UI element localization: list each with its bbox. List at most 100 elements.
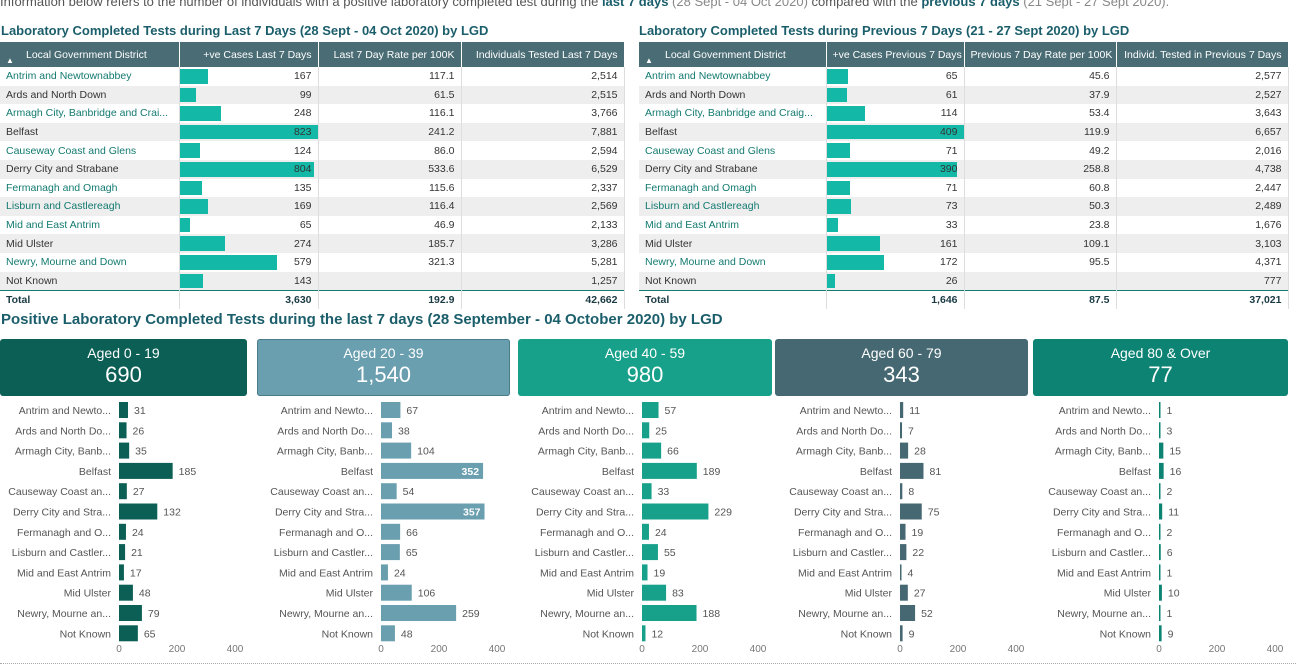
bar[interactable] xyxy=(1159,584,1162,601)
column-header-district[interactable]: ▲ Local Government District xyxy=(639,42,827,67)
bar[interactable] xyxy=(1159,402,1161,418)
age-card[interactable]: Aged 20 - 39 1,540 xyxy=(257,339,510,396)
bar[interactable] xyxy=(119,544,126,561)
positive-cases-value: 65 xyxy=(299,219,312,232)
bar[interactable] xyxy=(1159,503,1163,520)
table-row[interactable]: Newry, Mourne and Down 579 321.3 5,281 xyxy=(0,252,625,272)
table-row[interactable]: Not Known 143 1,257 xyxy=(0,271,625,291)
bar[interactable] xyxy=(119,584,133,601)
bar[interactable] xyxy=(381,544,400,561)
column-header-3[interactable]: Individ. Tested in Previous 7 Days xyxy=(1116,42,1289,67)
table-row[interactable]: Causeway Coast and Glens 124 86.0 2,594 xyxy=(0,141,625,160)
bar[interactable] xyxy=(642,625,646,642)
bar[interactable] xyxy=(119,564,124,581)
bar[interactable] xyxy=(381,422,393,439)
bar[interactable] xyxy=(642,544,658,561)
bar[interactable] xyxy=(900,564,902,581)
column-header-3[interactable]: Individuals Tested Last 7 Days xyxy=(461,42,625,67)
bar[interactable] xyxy=(1159,483,1161,500)
bar[interactable] xyxy=(381,402,401,418)
bar[interactable] xyxy=(119,462,173,479)
table-row[interactable]: Fermanagh and Omagh 71 60.8 2,447 xyxy=(639,178,1289,198)
bar[interactable] xyxy=(1159,605,1161,621)
bar[interactable] xyxy=(642,442,662,459)
bar[interactable] xyxy=(900,584,908,601)
bar[interactable] xyxy=(119,442,130,459)
bar[interactable] xyxy=(642,422,650,439)
bar[interactable] xyxy=(381,442,412,459)
age-card[interactable]: Aged 80 & Over 77 xyxy=(1033,339,1288,396)
column-header-2[interactable]: Last 7 Day Rate per 100K xyxy=(318,42,462,67)
age-card[interactable]: Aged 0 - 19 690 xyxy=(0,339,247,396)
table-row[interactable]: Belfast 823 241.2 7,881 xyxy=(0,122,625,142)
bar[interactable] xyxy=(900,625,903,642)
bar[interactable] xyxy=(642,523,649,540)
bar[interactable] xyxy=(900,483,903,500)
table-row[interactable]: Not Known 26 777 xyxy=(639,271,1289,291)
table-row[interactable]: Armagh City, Banbridge and Crai... 248 116… xyxy=(0,104,625,123)
bar[interactable] xyxy=(1159,564,1161,581)
bar[interactable] xyxy=(119,422,127,439)
bar[interactable] xyxy=(381,462,484,479)
bar[interactable] xyxy=(119,523,126,540)
column-header-2[interactable]: Previous 7 Day Rate per 100K xyxy=(964,42,1117,67)
bar[interactable] xyxy=(900,422,903,439)
bar[interactable] xyxy=(900,544,907,561)
bar[interactable] xyxy=(900,442,909,459)
table-row[interactable]: Ards and North Down 99 61.5 2,515 xyxy=(0,85,625,105)
table-row[interactable]: Antrim and Newtownabbey 167 117.1 2,514 xyxy=(0,67,625,86)
bar[interactable] xyxy=(900,605,916,621)
table-row[interactable]: Lisburn and Castlereagh 73 50.3 2,489 xyxy=(639,197,1289,216)
bar[interactable] xyxy=(1159,544,1161,561)
bar[interactable] xyxy=(900,503,922,520)
age-card[interactable]: Aged 40 - 59 980 xyxy=(518,339,772,396)
bar[interactable] xyxy=(642,584,667,601)
table-row[interactable]: Lisburn and Castlereagh 169 116.4 2,569 xyxy=(0,197,625,216)
bar[interactable] xyxy=(1159,625,1162,642)
table-row[interactable]: Antrim and Newtownabbey 65 45.6 2,577 xyxy=(639,67,1289,86)
bar[interactable] xyxy=(900,402,904,418)
table-row[interactable]: Belfast 409 119.9 6,657 xyxy=(639,122,1289,142)
bar[interactable] xyxy=(119,625,138,642)
table-row[interactable]: Newry, Mourne and Down 172 95.5 4,371 xyxy=(639,252,1289,272)
table-row[interactable]: Derry City and Strabane 390 258.8 4,738 xyxy=(639,159,1289,179)
column-header-district[interactable]: ▲ Local Government District xyxy=(0,42,180,67)
age-card[interactable]: Aged 60 - 79 343 xyxy=(775,339,1028,396)
bar[interactable] xyxy=(381,523,401,540)
table-row[interactable]: Mid and East Antrim 65 46.9 2,133 xyxy=(0,215,625,235)
column-header-1[interactable]: +ve Cases Last 7 Days xyxy=(179,42,319,67)
bar[interactable] xyxy=(642,483,652,500)
bar[interactable] xyxy=(381,564,388,581)
bar[interactable] xyxy=(642,402,659,418)
bar[interactable] xyxy=(381,605,457,621)
table-row[interactable]: Ards and North Down 61 37.9 2,527 xyxy=(639,85,1289,105)
positive-cases-bar xyxy=(826,161,958,177)
bar[interactable] xyxy=(119,503,158,520)
table-row[interactable]: Armagh City, Banbridge and Craig... 114 53… xyxy=(639,104,1289,123)
table-row[interactable]: Mid and East Antrim 33 23.8 1,676 xyxy=(639,215,1289,235)
bar[interactable] xyxy=(1159,422,1161,439)
bar[interactable] xyxy=(642,605,697,621)
table-row[interactable]: Mid Ulster 274 185.7 3,286 xyxy=(0,234,625,253)
bar[interactable] xyxy=(642,503,709,520)
bar[interactable] xyxy=(381,625,395,642)
bar[interactable] xyxy=(1159,462,1164,479)
bar[interactable] xyxy=(119,402,128,418)
bar[interactable] xyxy=(381,503,485,520)
bar[interactable] xyxy=(119,605,142,621)
bar[interactable] xyxy=(119,483,127,500)
table-row[interactable]: Causeway Coast and Glens 71 49.2 2,016 xyxy=(639,141,1289,160)
bar[interactable] xyxy=(1159,442,1164,459)
table-row[interactable]: Derry City and Strabane 804 533.6 6,529 xyxy=(0,159,625,179)
bar[interactable] xyxy=(1159,523,1161,540)
bar[interactable] xyxy=(900,462,924,479)
column-header-1[interactable]: +ve Cases Previous 7 Days xyxy=(826,42,965,67)
category-label: Mid Ulster xyxy=(587,588,635,600)
bar[interactable] xyxy=(900,523,906,540)
table-row[interactable]: Fermanagh and Omagh 135 115.6 2,337 xyxy=(0,178,625,198)
bar[interactable] xyxy=(642,564,648,581)
table-row[interactable]: Mid Ulster 161 109.1 3,103 xyxy=(639,234,1289,253)
bar[interactable] xyxy=(381,584,412,601)
bar[interactable] xyxy=(642,462,697,479)
bar[interactable] xyxy=(381,483,397,500)
